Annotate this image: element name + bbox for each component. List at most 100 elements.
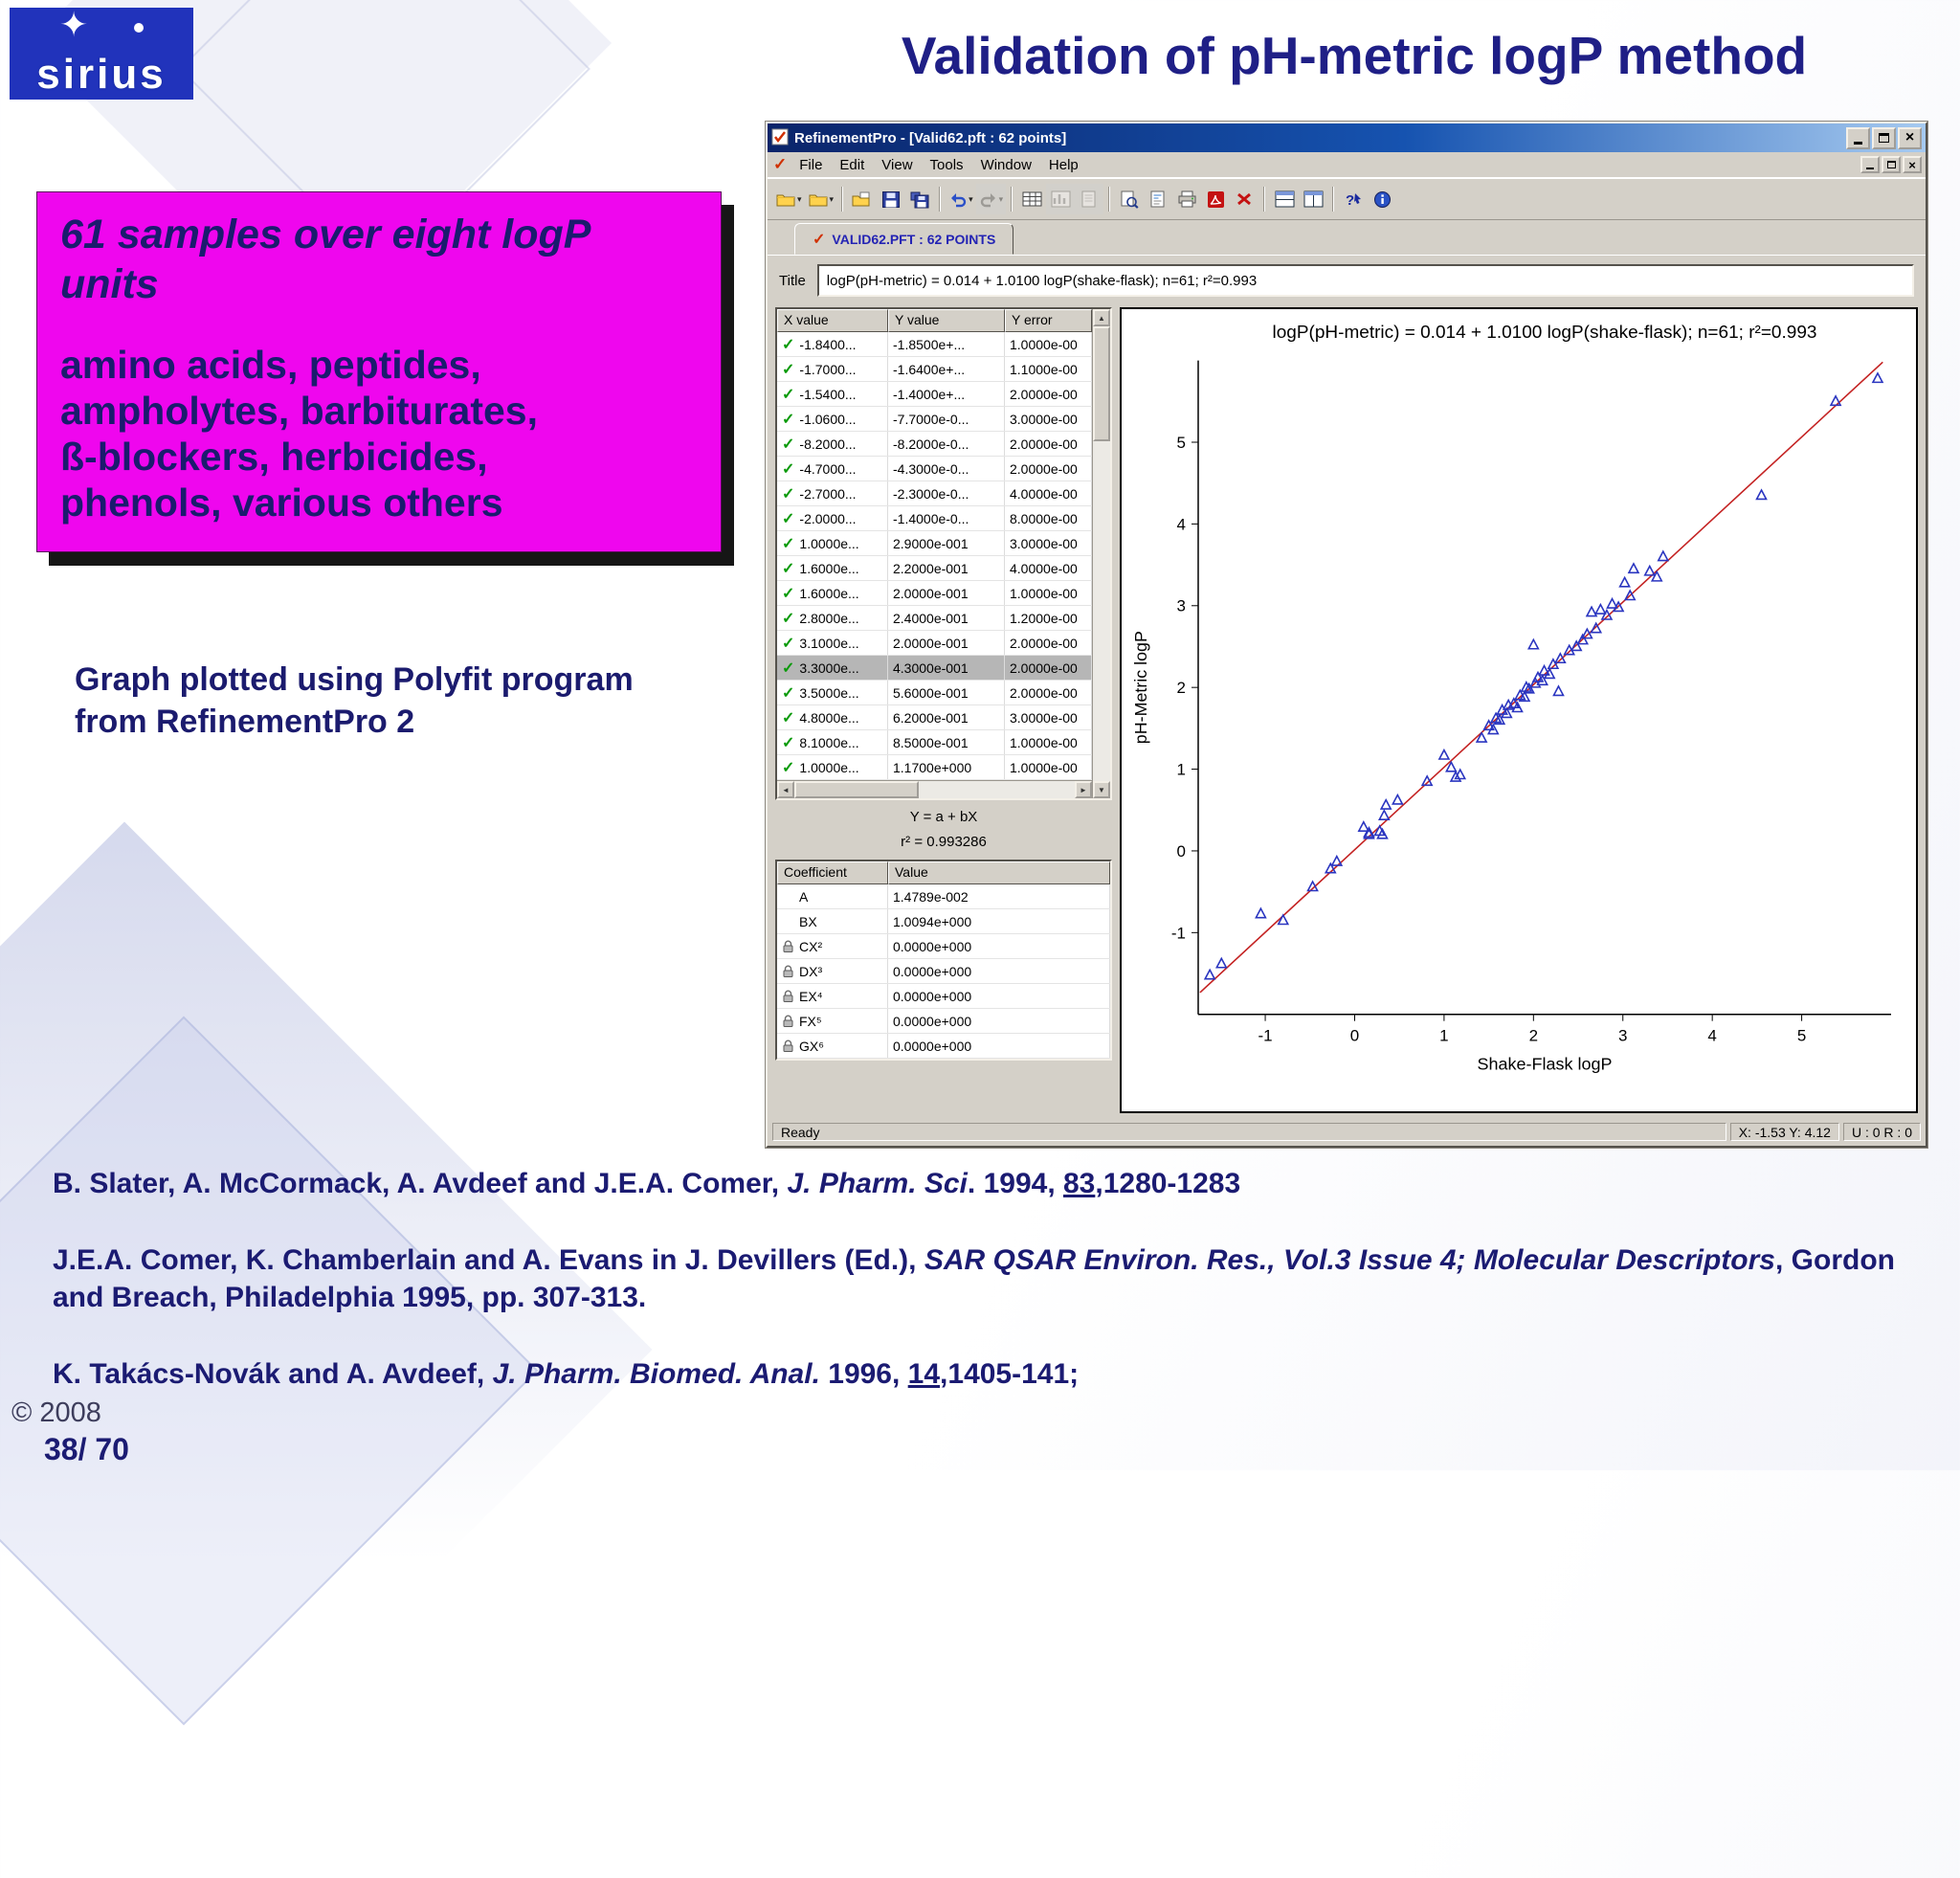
open-file-icon[interactable]: ▾: [772, 184, 805, 214]
tab-valid62[interactable]: ✓ VALID62.PFT : 62 POINTS: [794, 223, 1014, 255]
data-grid: X value Y value Y error ✓ -1.8400... -1.85…: [775, 307, 1112, 800]
table-row[interactable]: ✓ -1.0600... -7.7000e-0... 3.0000e-00: [777, 407, 1092, 432]
mdi-restore-button[interactable]: [1882, 156, 1901, 173]
scroll-down-button[interactable]: ▼: [1093, 781, 1110, 798]
cell-coefficient: DX³: [777, 959, 888, 983]
data-point: [1627, 562, 1640, 574]
toolbar: ▾ ▾ ▾ ▾?: [768, 178, 1926, 220]
save-icon[interactable]: [877, 184, 906, 214]
table-row[interactable]: ✓ -4.7000... -4.3000e-0... 2.0000e-00: [777, 457, 1092, 481]
data-point: [1570, 639, 1583, 652]
menu-window[interactable]: Window: [980, 156, 1032, 173]
table-row[interactable]: ✓ -1.5400... -1.4000e+... 2.0000e-00: [777, 382, 1092, 407]
redo-icon[interactable]: ▾: [975, 184, 1007, 214]
coefficient-row[interactable]: CX² 0.0000e+000: [777, 934, 1110, 959]
table-row[interactable]: ✓ -1.8400... -1.8500e+... 1.0000e-00: [777, 332, 1092, 357]
close-file-icon[interactable]: [1230, 184, 1259, 214]
table-row[interactable]: ✓ 3.5000e... 5.6000e-001 2.0000e-00: [777, 681, 1092, 705]
logo-text: sirius: [36, 51, 167, 98]
scroll-right-button[interactable]: ►: [1075, 781, 1092, 798]
lock-icon[interactable]: [782, 990, 799, 1003]
cell-yerror: 2.0000e-00: [1005, 631, 1092, 655]
cell-y: 2.2000e-001: [888, 556, 1005, 580]
split-horizontal-icon[interactable]: [1270, 184, 1300, 214]
menu-view[interactable]: View: [881, 156, 913, 173]
scrollbar-thumb[interactable]: [794, 781, 919, 798]
column-header-coefficient[interactable]: Coefficient: [777, 861, 888, 884]
menu-edit[interactable]: Edit: [839, 156, 865, 173]
scroll-left-button[interactable]: ◄: [777, 781, 794, 798]
print-preview-icon[interactable]: [1115, 184, 1145, 214]
table-row[interactable]: ✓ -8.2000... -8.2000e-0... 2.0000e-00: [777, 432, 1092, 457]
undo-icon[interactable]: ▾: [946, 184, 976, 214]
lock-icon[interactable]: [782, 940, 799, 953]
lock-icon[interactable]: [782, 1015, 799, 1028]
column-header-x[interactable]: X value: [777, 309, 888, 332]
open-data-icon[interactable]: [848, 184, 878, 214]
cell-value: 1.4789e-002: [888, 884, 1110, 908]
mdi-close-button[interactable]: ×: [1903, 156, 1922, 173]
scrollbar-thumb[interactable]: [1093, 326, 1110, 441]
coefficient-row[interactable]: DX³ 0.0000e+000: [777, 959, 1110, 984]
reference-text: ,1280-1283: [1095, 1168, 1241, 1199]
data-point: [1391, 793, 1404, 805]
cell-coefficient: FX⁵: [777, 1009, 888, 1033]
data-point: [1475, 730, 1488, 743]
column-header-y[interactable]: Y value: [888, 309, 1005, 332]
coefficient-row[interactable]: A 1.4789e-002: [777, 884, 1110, 909]
table-row[interactable]: ✓ -2.7000... -2.3000e-0... 4.0000e-00: [777, 481, 1092, 506]
report-view-icon[interactable]: [1075, 184, 1104, 214]
title-input[interactable]: [816, 264, 1914, 297]
table-row[interactable]: ✓ 1.6000e... 2.0000e-001 1.0000e-00: [777, 581, 1092, 606]
coefficient-row[interactable]: BX 1.0094e+000: [777, 909, 1110, 934]
window-titlebar[interactable]: RefinementPro - [Valid62.pft : 62 points…: [768, 123, 1926, 152]
info-icon[interactable]: [1368, 184, 1397, 214]
coefficient-row[interactable]: FX⁵ 0.0000e+000: [777, 1009, 1110, 1034]
chart-view-icon[interactable]: [1046, 184, 1076, 214]
vertical-scrollbar[interactable]: ▲ ▼: [1092, 309, 1110, 798]
coefficient-row[interactable]: EX⁴ 0.0000e+000: [777, 984, 1110, 1009]
print-icon[interactable]: [1172, 184, 1202, 214]
split-vertical-icon[interactable]: [1299, 184, 1328, 214]
close-button[interactable]: ×: [1898, 126, 1922, 149]
data-point: [1536, 674, 1548, 686]
references: B. Slater, A. McCormack, A. Avdeef and J…: [53, 1166, 1914, 1434]
table-row[interactable]: ✓ 1.0000e... 1.1700e+000 1.0000e-00: [777, 755, 1092, 780]
lock-icon[interactable]: [782, 1040, 799, 1053]
lock-icon[interactable]: [782, 965, 799, 978]
table-row[interactable]: ✓ 3.3000e... 4.3000e-001 2.0000e-00: [777, 656, 1092, 681]
horizontal-scrollbar[interactable]: ◄ ►: [777, 780, 1092, 798]
chart-title: logP(pH-metric) = 0.014 + 1.0100 logP(sh…: [1273, 323, 1817, 343]
column-header-value[interactable]: Value: [888, 861, 1110, 884]
column-header-yerror[interactable]: Y error: [1005, 309, 1092, 332]
data-grid-icon[interactable]: [1017, 184, 1047, 214]
export-pdf-icon[interactable]: [1201, 184, 1231, 214]
status-ready: Ready: [772, 1122, 1726, 1141]
data-point: [1643, 564, 1657, 576]
save-all-icon[interactable]: [905, 184, 935, 214]
maximize-button[interactable]: [1872, 126, 1896, 149]
data-point: [1594, 602, 1607, 615]
table-row[interactable]: ✓ 1.0000e... 2.9000e-001 3.0000e-00: [777, 531, 1092, 556]
table-row[interactable]: ✓ 2.8000e... 2.4000e-001 1.2000e-00: [777, 606, 1092, 631]
coefficient-row[interactable]: GX⁶ 0.0000e+000: [777, 1034, 1110, 1059]
table-row[interactable]: ✓ 4.8000e... 6.2000e-001 3.0000e-00: [777, 705, 1092, 730]
context-help-icon[interactable]: ?: [1339, 184, 1369, 214]
scroll-up-button[interactable]: ▲: [1093, 309, 1110, 326]
menu-help[interactable]: Help: [1048, 156, 1079, 173]
page-setup-icon[interactable]: [1144, 184, 1173, 214]
mdi-minimize-button[interactable]: [1860, 156, 1880, 173]
menu-file[interactable]: File: [799, 156, 823, 173]
callout-line: amino acids, peptides,: [60, 342, 481, 387]
cell-yerror: 1.0000e-00: [1005, 755, 1092, 779]
table-row[interactable]: ✓ 3.1000e... 2.0000e-001 2.0000e-00: [777, 631, 1092, 656]
table-row[interactable]: ✓ -1.7000... -1.6400e+... 1.1000e-00: [777, 357, 1092, 382]
table-row[interactable]: ✓ 8.1000e... 8.5000e-001 1.0000e-00: [777, 730, 1092, 755]
data-point: [1255, 906, 1267, 919]
table-row[interactable]: ✓ 1.6000e... 2.2000e-001 4.0000e-00: [777, 556, 1092, 581]
menu-tools[interactable]: Tools: [929, 156, 964, 173]
minimize-button[interactable]: [1846, 126, 1870, 149]
table-row[interactable]: ✓ -2.0000... -1.4000e-0... 8.0000e-00: [777, 506, 1092, 531]
open-recent-icon[interactable]: ▾: [804, 184, 837, 214]
svg-text:1: 1: [1177, 761, 1186, 779]
